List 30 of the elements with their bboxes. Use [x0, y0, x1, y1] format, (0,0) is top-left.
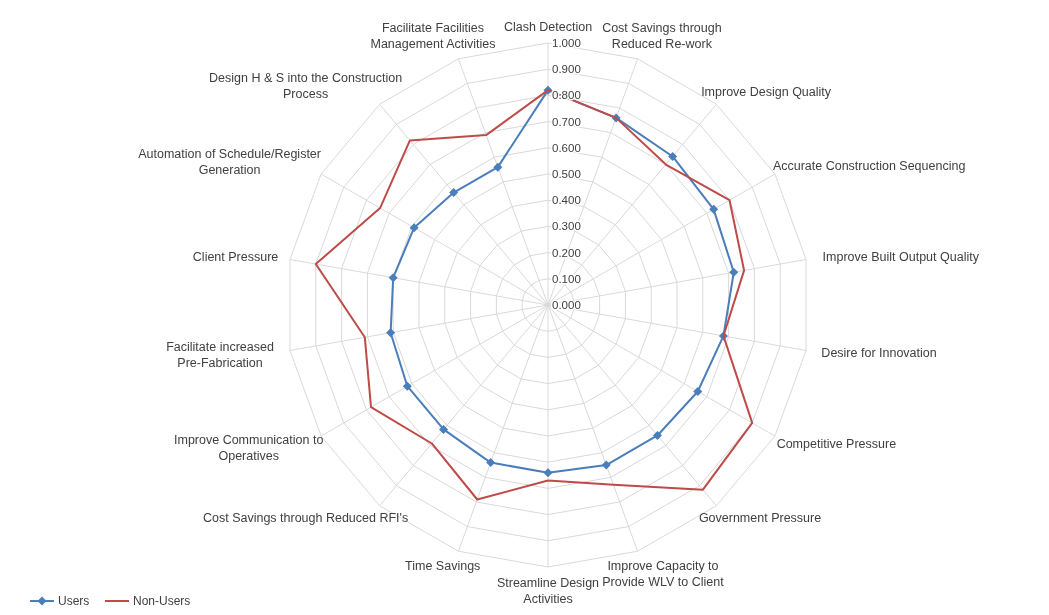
y-tick-label: 1.000: [552, 37, 581, 49]
spoke-label: Improve Built Output Quality: [822, 249, 980, 264]
spoke-label: Cost Savings through Reduced RFI's: [202, 510, 409, 525]
spoke-label: Improve Communication to Operatives: [174, 433, 324, 463]
y-tick-label: 0.000: [552, 299, 581, 311]
spoke-label: Cost Savings through Reduced Re-work: [602, 21, 722, 52]
spoke-label: Facilitate increased Pre-Fabrication: [166, 339, 274, 370]
spoke-label: Desire for Innovation: [821, 346, 937, 361]
legend-label: Non-Users: [133, 594, 191, 608]
spoke-label: Clash Detection: [503, 20, 593, 34]
legend-label: Users: [58, 594, 90, 608]
y-tick-label: 0.200: [552, 246, 581, 259]
spoke-label: Client Pressure: [192, 249, 279, 264]
spoke-label: Design H & S into the Construction Process: [209, 70, 403, 101]
y-tick-label: 0.100: [552, 272, 581, 285]
spoke-label: Improve Capacity to Provide WLV to Client: [602, 558, 725, 589]
y-tick-label: 0.400: [552, 194, 581, 207]
y-tick-label: 0.300: [552, 220, 581, 233]
spoke-label: Streamline Design Activities: [496, 576, 600, 606]
spoke-label: Accurate Construction Sequencing: [772, 159, 966, 173]
spoke-label: Competitive Pressure: [776, 437, 897, 451]
y-tick-label: 0.500: [552, 168, 581, 180]
spoke-label: Government Pressure: [698, 510, 822, 525]
y-tick-label: 0.700: [552, 115, 581, 128]
spoke-label: Facilitate Facilities Management Activities: [370, 21, 496, 52]
spoke-label: Automation of Schedule/Register Generation: [138, 147, 321, 177]
spoke-label: Improve Design Quality: [701, 85, 832, 100]
spoke-label: Time Savings: [405, 559, 481, 574]
y-tick-label: 0.900: [552, 63, 581, 76]
y-tick-label: 0.600: [552, 141, 581, 154]
